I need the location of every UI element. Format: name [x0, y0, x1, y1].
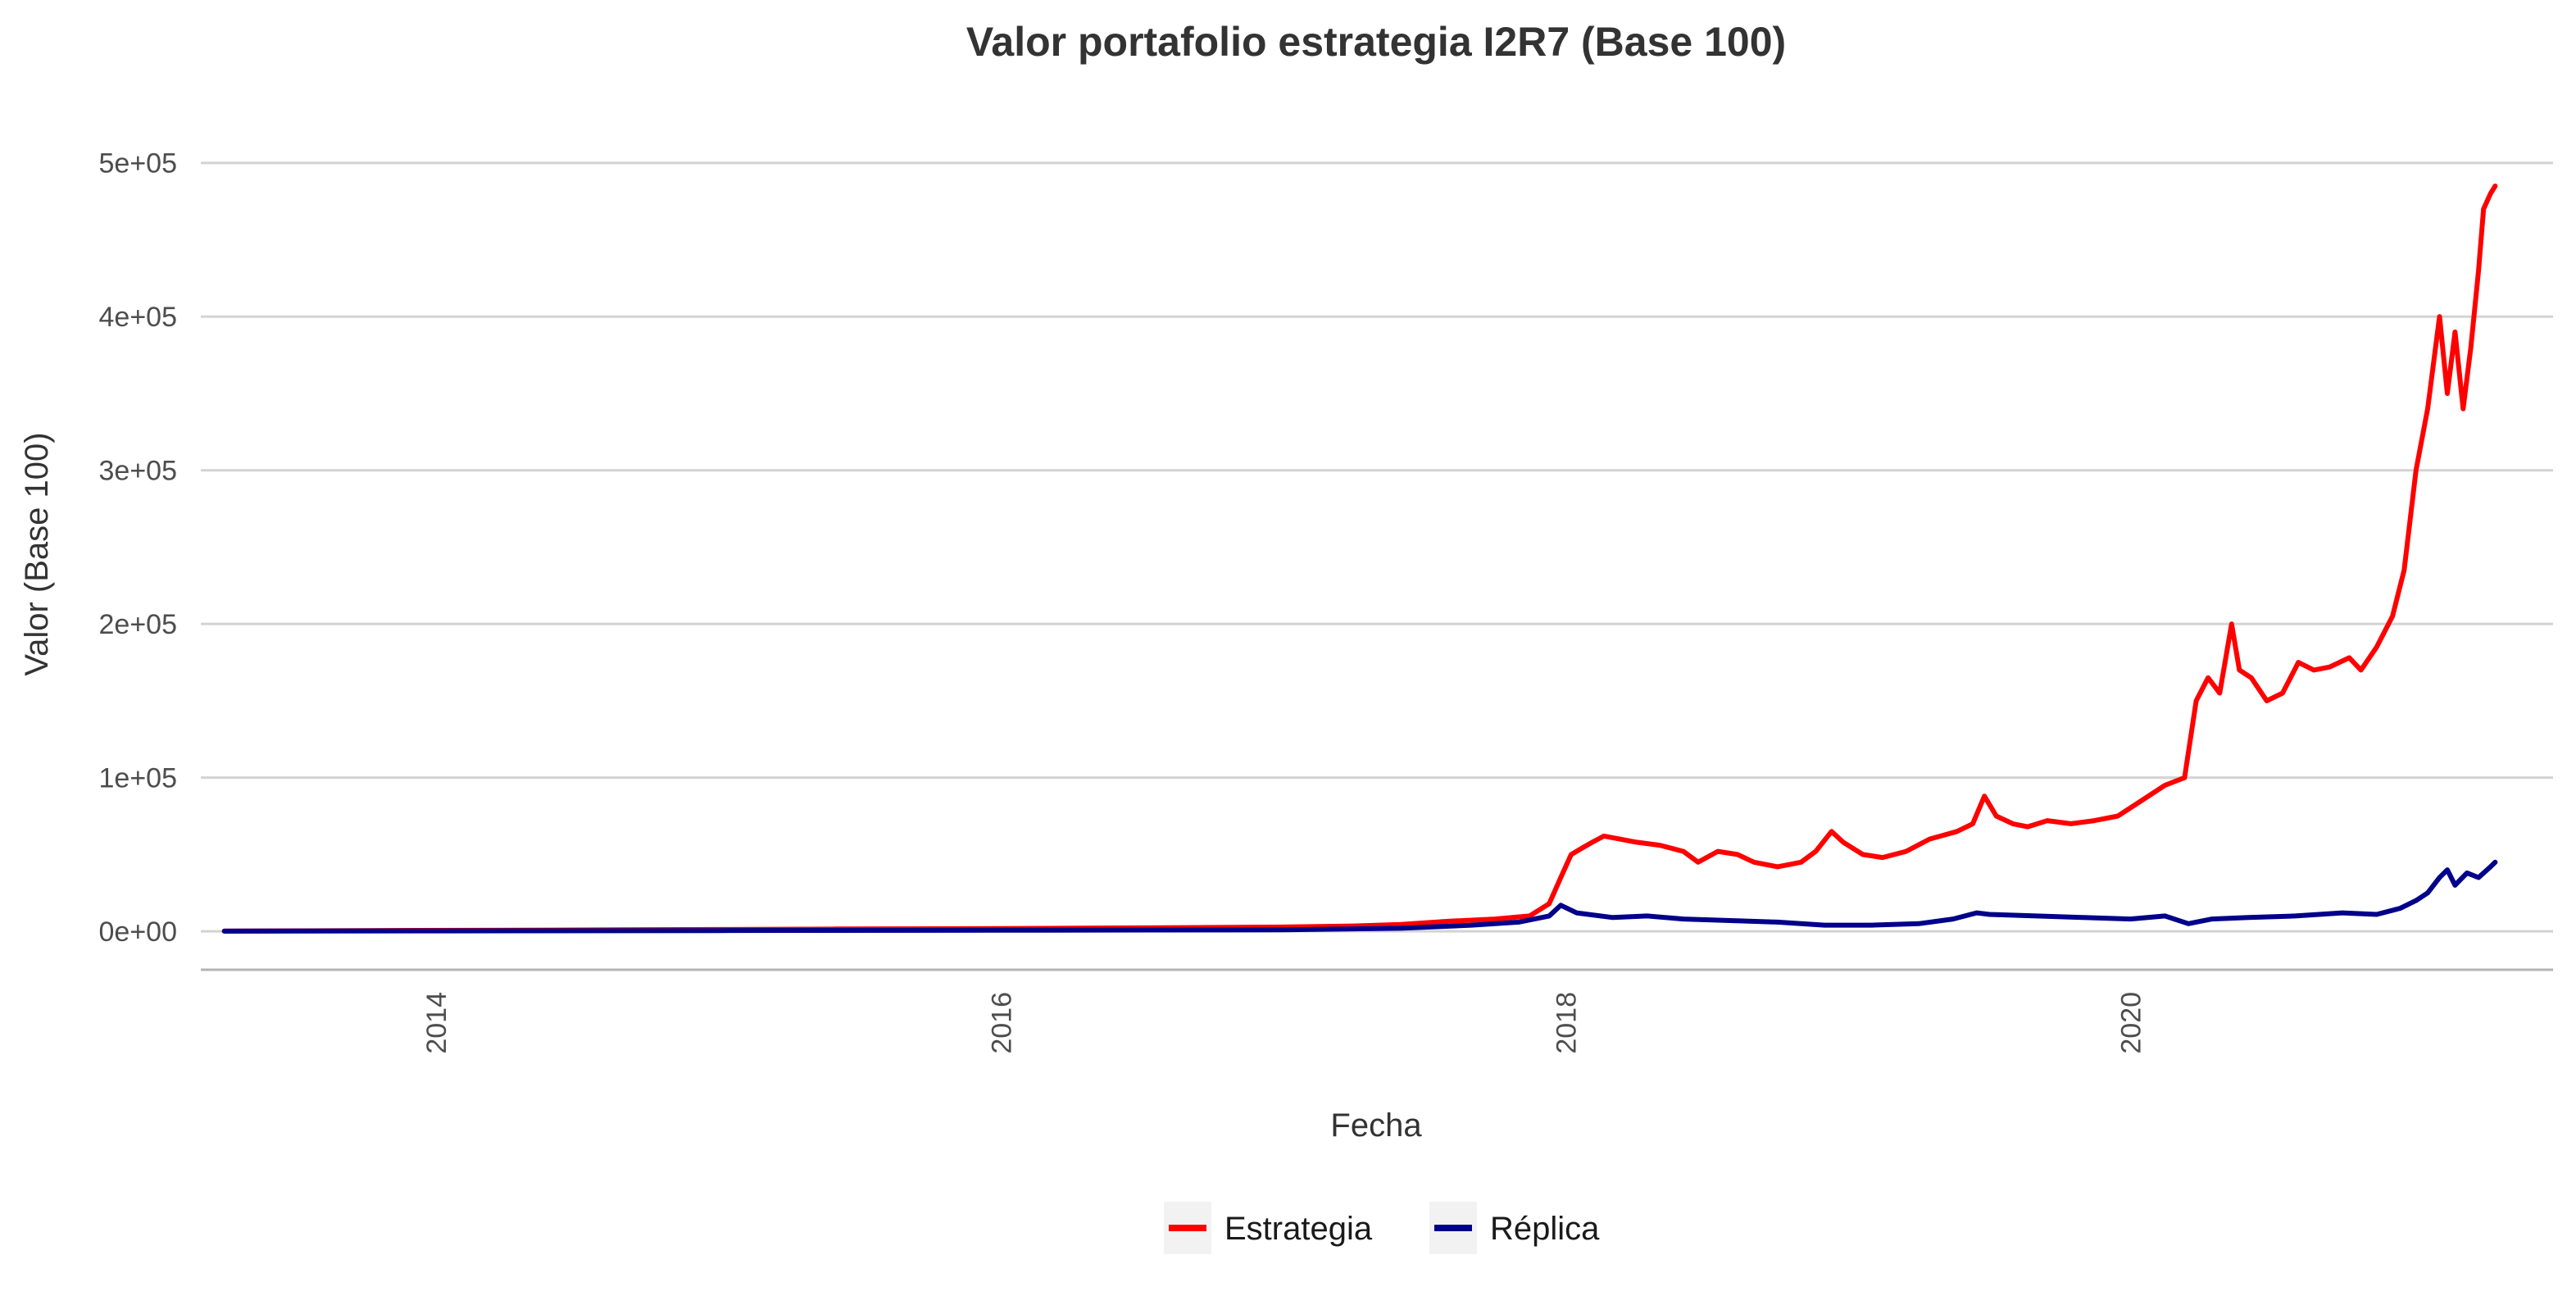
x-axis-title: Fecha	[1330, 1107, 1422, 1144]
x-tick-label: 2016	[986, 992, 1017, 1054]
series-line-1	[221, 859, 2498, 934]
x-tick-label: 2018	[1551, 992, 1582, 1054]
y-tick-label: 2e+05	[99, 609, 178, 640]
y-axis-ticks: 0e+00 1e+05 2e+05 3e+05 4e+05 5e+05	[99, 148, 178, 948]
y-tick-label: 3e+05	[99, 456, 178, 487]
y-tick-label: 0e+00	[99, 916, 178, 948]
y-tick-label: 4e+05	[99, 302, 178, 333]
y-axis-title: Valor (Base 100)	[19, 432, 55, 675]
y-tick-label: 1e+05	[99, 763, 178, 794]
x-tick-label: 2020	[2115, 992, 2147, 1054]
x-tick-label: 2014	[421, 992, 452, 1054]
legend: Estrategia Réplica	[1164, 1202, 1600, 1254]
y-tick-label: 5e+05	[99, 148, 178, 180]
chart-title: Valor portafolio estrategia I2R7 (Base 1…	[966, 19, 1786, 65]
legend-label: Réplica	[1490, 1211, 1600, 1247]
gridlines	[201, 161, 2553, 933]
x-axis-ticks: 2014 2016 2018 2020	[421, 992, 2147, 1054]
series-lines	[221, 183, 2498, 934]
series-line-0	[221, 183, 2498, 934]
legend-label: Estrategia	[1224, 1211, 1373, 1247]
